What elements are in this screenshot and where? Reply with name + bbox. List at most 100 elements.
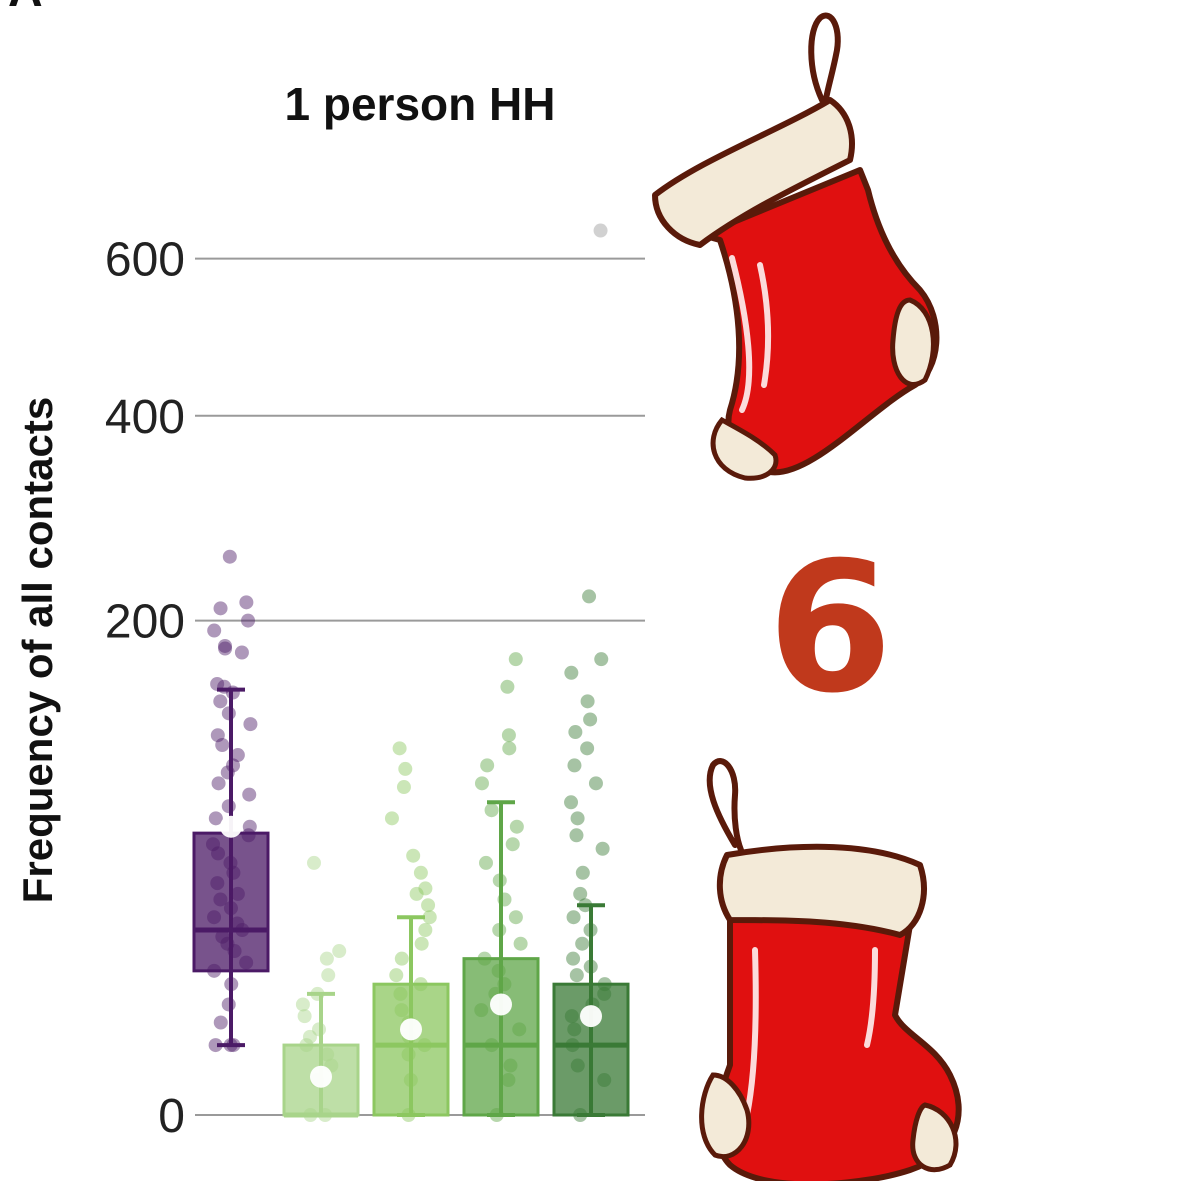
data-point (302, 1029, 317, 1044)
mean-marker (580, 1005, 602, 1028)
data-point (241, 828, 256, 843)
data-point (413, 977, 428, 992)
data-point (508, 910, 523, 925)
data-point (389, 968, 404, 983)
data-point (403, 1073, 418, 1088)
data-point (295, 997, 310, 1012)
data-point (211, 846, 226, 861)
outlier-point (582, 589, 597, 604)
data-point (583, 923, 598, 937)
data-point (207, 910, 222, 925)
mean-marker (310, 1065, 332, 1088)
outlier-point (332, 944, 347, 959)
data-point (492, 923, 507, 937)
outlier-point (568, 725, 583, 740)
data-point (570, 1058, 585, 1073)
data-point (401, 1047, 416, 1062)
data-point (213, 892, 228, 907)
outlier-point (222, 549, 237, 564)
panel-letter: A (8, 0, 43, 17)
data-point (221, 706, 236, 721)
outlier-point (502, 741, 517, 756)
outlier-point (588, 776, 603, 791)
data-point (223, 1038, 238, 1053)
data-point (564, 1009, 579, 1024)
outlier-point (500, 679, 515, 694)
data-point (497, 892, 512, 907)
data-point (578, 898, 593, 913)
y-tick-label: 0 (158, 1090, 185, 1143)
data-point (484, 803, 499, 818)
stocking-top-icon (652, 12, 940, 481)
data-point (224, 977, 239, 992)
data-point (503, 1058, 518, 1073)
outlier-point (569, 828, 584, 843)
outlier-point (396, 780, 411, 795)
data-point (393, 986, 408, 1001)
box (462, 957, 540, 1117)
data-point (303, 1108, 318, 1122)
outlier-point (207, 623, 222, 638)
data-point (226, 1038, 241, 1053)
big-number: 6 (767, 524, 892, 733)
data-point (221, 799, 236, 814)
data-point (208, 1038, 223, 1053)
data-point (421, 898, 436, 913)
data-point (491, 963, 506, 978)
data-point (477, 951, 492, 966)
y-axis-label: Frequency of all contacts (14, 397, 61, 903)
data-point (242, 787, 257, 802)
outlier-point (508, 652, 523, 667)
data-point (215, 929, 230, 944)
data-point (512, 1022, 527, 1037)
data-point (208, 811, 223, 826)
data-point (597, 986, 612, 1001)
outlier-point (595, 841, 610, 856)
data-point (312, 1022, 327, 1037)
data-point (221, 997, 236, 1012)
data-point (310, 986, 325, 1001)
data-point (474, 1003, 489, 1018)
box (372, 982, 450, 1117)
data-point (230, 916, 245, 931)
outlier-point (306, 855, 321, 870)
outlier-point (234, 645, 249, 660)
data-point (418, 881, 433, 896)
data-point (418, 923, 433, 937)
data-point (210, 876, 225, 891)
outlier-point (501, 728, 516, 743)
data-point (505, 837, 520, 852)
data-point (321, 968, 336, 983)
outlier-point (210, 676, 225, 691)
data-point (484, 1038, 499, 1053)
outlier-point (392, 741, 407, 756)
y-tick-label: 400 (105, 391, 185, 444)
data-point (223, 855, 238, 870)
data-point (226, 758, 241, 773)
outlier-point (398, 761, 413, 776)
data-point (422, 910, 437, 925)
data-point (401, 1108, 416, 1122)
data-point (210, 728, 225, 743)
outlier-point (580, 694, 595, 709)
data-point (567, 1022, 582, 1037)
data-point (243, 717, 258, 732)
data-point (227, 944, 242, 959)
outlier-point (564, 795, 579, 810)
outlier-point (583, 712, 598, 727)
data-point (566, 910, 581, 925)
box (552, 982, 630, 1117)
data-point (235, 923, 250, 937)
outlier-point (570, 811, 585, 826)
data-point (509, 819, 524, 834)
data-point (299, 1038, 314, 1053)
box (192, 831, 270, 973)
data-point (207, 963, 222, 978)
stocking-bottom-icon (699, 758, 962, 1181)
outlier-point (213, 601, 228, 616)
outlier-point (567, 758, 582, 773)
data-point (230, 886, 245, 901)
data-point (211, 776, 226, 791)
data-point (573, 1108, 588, 1122)
